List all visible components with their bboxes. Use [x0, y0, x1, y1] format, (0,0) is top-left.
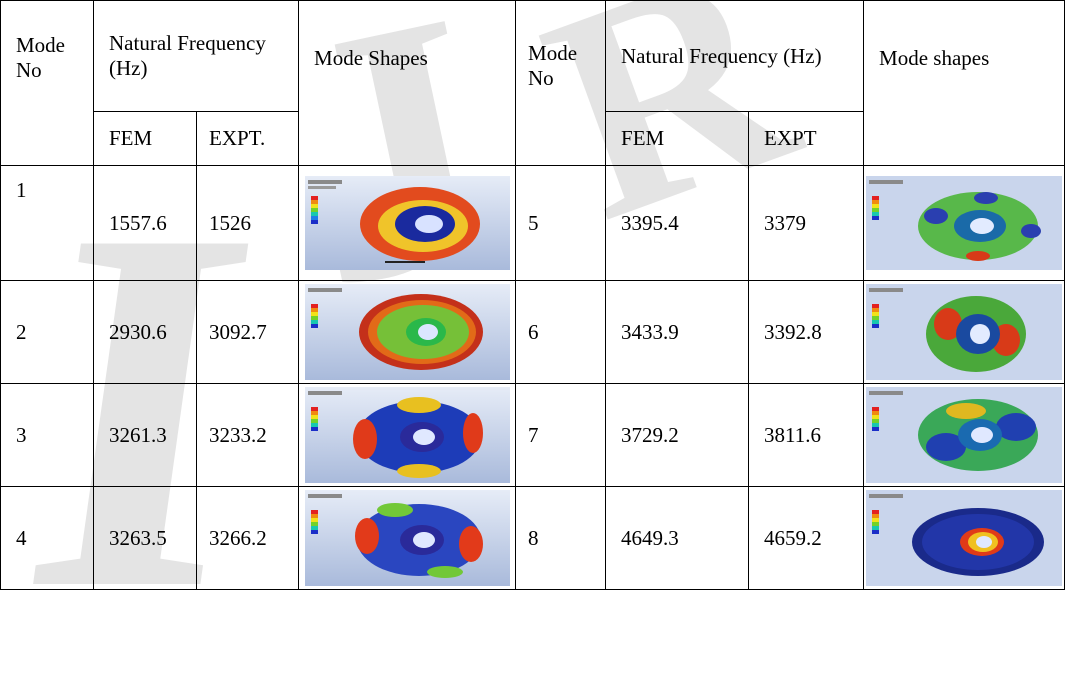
header-row: Mode No Natural Frequency (Hz) Mode Shap…: [0, 0, 1066, 166]
expt-value: 3233.2: [195, 383, 300, 487]
header-mode-shapes: Mode shapes: [863, 0, 1066, 166]
mode-number: 1: [0, 165, 94, 281]
mode-shape-image: [863, 165, 1066, 281]
expt-value: 3392.8: [748, 280, 865, 384]
header-fem: FEM: [93, 111, 197, 166]
mode-shape-image: [863, 280, 1066, 384]
expt-value: 3266.2: [195, 486, 300, 590]
mode-number: 4: [0, 486, 94, 590]
mode-shape-image: [298, 165, 517, 281]
mode-shape-plot: [866, 284, 1063, 380]
mode-number: 8: [515, 486, 607, 590]
mode-number: 5: [515, 165, 607, 281]
header-mode-no: Mode No: [515, 0, 607, 166]
table-row: 3 3261.3 3233.2 7 3729.2 3811.6: [0, 383, 1066, 487]
mode-shape-plot: [304, 176, 510, 270]
header-expt: EXPT: [748, 111, 865, 166]
header-mode-shapes: Mode Shapes: [298, 0, 517, 166]
header-fem: FEM: [605, 111, 750, 166]
expt-value: 3811.6: [748, 383, 865, 487]
header-mode-no: Mode No: [0, 0, 94, 166]
expt-value: 4659.2: [748, 486, 865, 590]
mode-number: 7: [515, 383, 607, 487]
mode-shape-image: [863, 486, 1066, 590]
header-expt: EXPT.: [195, 111, 300, 166]
header-natural-frequency: Natural Frequency (Hz): [605, 0, 865, 112]
mode-shape-image: [863, 383, 1066, 487]
header-natural-frequency: Natural Frequency (Hz): [92, 0, 300, 112]
mode-number: 2: [0, 280, 94, 384]
mode-shape-plot: [304, 490, 510, 586]
natural-frequency-table: Mode No Natural Frequency (Hz) Mode Shap…: [0, 0, 1066, 590]
fem-value: 3263.5: [93, 486, 197, 590]
mode-number: 6: [515, 280, 607, 384]
mode-shape-image: [298, 486, 517, 590]
fem-value: 3395.4: [605, 165, 750, 281]
mode-shape-plot: [866, 387, 1063, 483]
mode-shape-image: [298, 383, 517, 487]
mode-shape-plot: [866, 490, 1063, 586]
expt-value: 3092.7: [195, 280, 300, 384]
fem-value: 3261.3: [93, 383, 197, 487]
fem-value: 3433.9: [605, 280, 750, 384]
table-row: 1 1557.6 1526 5 3395.4 3379: [0, 165, 1066, 281]
mode-shape-plot: [304, 284, 510, 380]
fem-value: 1557.6: [93, 165, 197, 281]
expt-value: 3379: [748, 165, 865, 281]
mode-shape-plot: [866, 176, 1063, 270]
fem-value: 2930.6: [93, 280, 197, 384]
fem-value: 3729.2: [605, 383, 750, 487]
mode-shape-image: [298, 280, 517, 384]
table-row: 2 2930.6 3092.7 6 3433.9 3392.8: [0, 280, 1066, 384]
mode-shape-plot: [304, 387, 510, 483]
mode-number: 3: [0, 383, 94, 487]
fem-value: 4649.3: [605, 486, 750, 590]
table-row: 4 3263.5 3266.2 8 4649.3 4659.2: [0, 486, 1066, 590]
expt-value: 1526: [195, 165, 300, 281]
